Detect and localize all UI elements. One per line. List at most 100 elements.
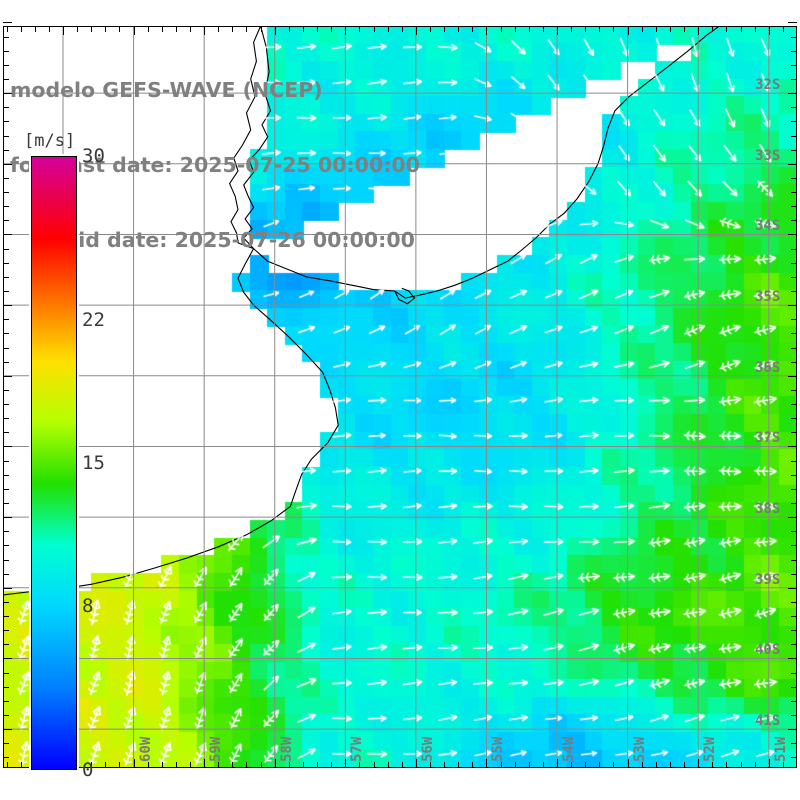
tick-left xyxy=(3,404,9,405)
tick-left xyxy=(3,418,9,419)
tick-left xyxy=(3,729,12,730)
colorbar-units-label: [m/s] xyxy=(24,131,76,151)
tick-right xyxy=(791,362,797,363)
colorbar-tick-30: 30 xyxy=(82,145,105,167)
tick-left xyxy=(3,461,9,462)
tick-right xyxy=(791,616,797,617)
tick-bottom xyxy=(529,762,530,768)
tick-top xyxy=(642,26,643,32)
tick-left xyxy=(3,277,9,278)
tick-bottom xyxy=(261,762,262,768)
tick-left xyxy=(3,715,9,716)
colorbar[interactable] xyxy=(29,154,79,772)
tick-bottom xyxy=(712,762,713,768)
tick-left xyxy=(3,362,9,363)
tick-right xyxy=(791,404,797,405)
tick-right xyxy=(791,65,797,66)
tick-left xyxy=(3,121,9,122)
lat-label-39S: 39S xyxy=(755,571,781,588)
tick-right xyxy=(791,701,797,702)
tick-bottom xyxy=(77,762,78,768)
tick-top xyxy=(726,26,727,32)
tick-left xyxy=(3,588,12,589)
tick-right xyxy=(791,461,797,462)
tick-top xyxy=(712,26,713,32)
tick-top xyxy=(458,26,459,32)
tick-left xyxy=(3,305,12,306)
tick-right xyxy=(788,234,797,235)
tick-right xyxy=(791,644,797,645)
tick-bottom xyxy=(416,759,417,768)
tick-bottom xyxy=(684,762,685,768)
tick-top xyxy=(303,26,304,32)
tick-left xyxy=(3,545,9,546)
tick-bottom xyxy=(543,762,544,768)
tick-bottom xyxy=(345,759,346,768)
tick-left xyxy=(3,475,9,476)
tick-bottom xyxy=(232,762,233,768)
tick-right xyxy=(791,107,797,108)
tick-bottom xyxy=(105,762,106,768)
tick-left xyxy=(3,37,9,38)
tick-right xyxy=(791,489,797,490)
tick-right xyxy=(791,743,797,744)
tick-left xyxy=(3,192,9,193)
tick-right xyxy=(791,206,797,207)
tick-bottom xyxy=(557,759,558,768)
tick-left xyxy=(3,249,9,250)
tick-right xyxy=(788,305,797,306)
tick-bottom xyxy=(21,762,22,768)
tick-bottom xyxy=(755,762,756,768)
tick-right xyxy=(791,432,797,433)
tick-right xyxy=(791,545,797,546)
tick-right xyxy=(791,418,797,419)
tick-right xyxy=(791,574,797,575)
tick-left xyxy=(3,333,9,334)
tick-right xyxy=(791,475,797,476)
tick-left xyxy=(3,291,9,292)
tick-left xyxy=(3,107,9,108)
tick-right xyxy=(791,333,797,334)
tick-bottom xyxy=(190,762,191,768)
tick-right xyxy=(791,348,797,349)
lon-label-59W: 59W xyxy=(208,736,225,762)
map-plot-area[interactable] xyxy=(3,26,797,768)
tick-left xyxy=(3,79,9,80)
tick-right xyxy=(788,729,797,730)
tick-bottom xyxy=(374,762,375,768)
tick-left xyxy=(3,658,12,659)
tick-top xyxy=(246,26,247,32)
tick-left xyxy=(3,503,9,504)
tick-top xyxy=(402,26,403,32)
colorbar-tick-0: 0 xyxy=(82,759,94,781)
tick-left xyxy=(3,687,9,688)
tick-right xyxy=(791,150,797,151)
colorbar-tick-8: 8 xyxy=(82,595,94,618)
tick-bottom xyxy=(388,762,389,768)
tick-left xyxy=(3,701,9,702)
tick-right xyxy=(788,93,797,94)
tick-top xyxy=(613,26,614,32)
tick-left xyxy=(3,150,9,151)
tick-top xyxy=(684,26,685,32)
tick-top xyxy=(21,26,22,32)
tick-left xyxy=(3,757,9,758)
tick-top xyxy=(416,26,417,35)
lat-label-38S: 38S xyxy=(755,501,781,518)
tick-bottom xyxy=(726,762,727,768)
lon-label-51W: 51W xyxy=(772,736,789,762)
tick-bottom xyxy=(7,762,8,768)
tick-bottom xyxy=(656,762,657,768)
tick-top xyxy=(388,26,389,32)
tick-top xyxy=(529,26,530,32)
tick-bottom xyxy=(119,762,120,768)
tick-bottom xyxy=(670,762,671,768)
tick-bottom xyxy=(628,759,629,768)
tick-right xyxy=(791,178,797,179)
tick-left xyxy=(3,263,9,264)
tick-left xyxy=(3,560,9,561)
tick-left xyxy=(3,319,9,320)
tick-left xyxy=(3,22,12,23)
tick-top xyxy=(176,26,177,32)
